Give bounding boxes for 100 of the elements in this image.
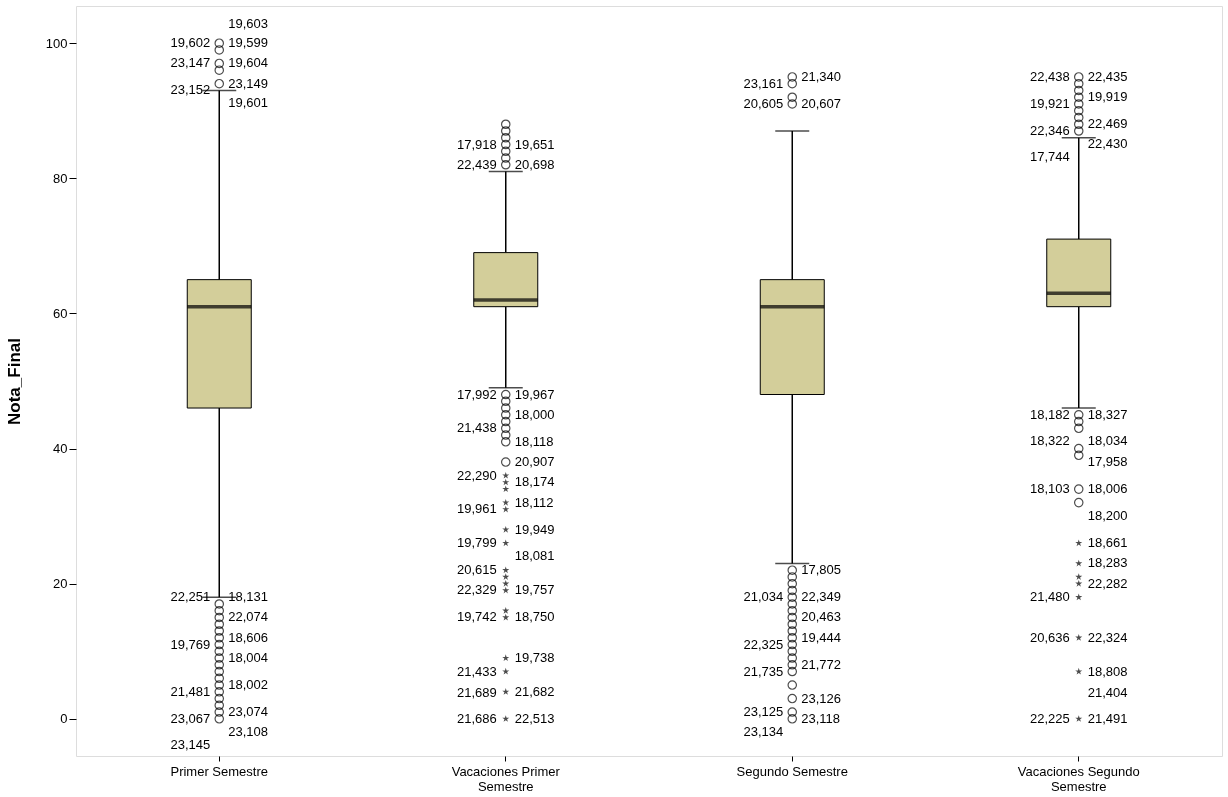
annotation: 18,081 (514, 548, 555, 564)
annotation: 18,808 (1087, 663, 1128, 679)
annotation: 21,689 (456, 684, 497, 700)
annotation: 18,606 (228, 629, 269, 645)
x-tick-label: Segundo Semestre (736, 763, 848, 779)
annotation: 19,769 (170, 636, 211, 652)
annotation: 21,433 (456, 663, 497, 679)
annotation: 22,439 (456, 156, 497, 172)
annotation: 22,469 (1087, 115, 1128, 131)
y-tick-label: 80 (53, 170, 68, 186)
annotation: 18,034 (1087, 433, 1128, 449)
annotation: 23,126 (801, 690, 842, 706)
y-tick-label: 100 (45, 35, 68, 51)
annotation: 22,513 (514, 710, 555, 726)
annotation: 22,074 (228, 609, 269, 625)
annotation: 19,799 (456, 535, 497, 551)
annotation: 23,118 (801, 710, 841, 726)
annotation: 21,438 (456, 420, 497, 436)
annotation: 18,322 (1029, 433, 1070, 449)
annotation: 23,125 (743, 704, 784, 720)
annotation: 17,805 (801, 562, 842, 578)
annotation: 19,738 (514, 650, 555, 666)
annotation: 19,651 (514, 136, 555, 152)
annotation: 19,602 (170, 35, 211, 51)
annotation: 21,034 (743, 589, 784, 605)
y-tick-label: 40 (53, 441, 68, 457)
y-tick-label: 20 (53, 576, 68, 592)
annotation: 19,961 (456, 501, 497, 517)
x-tick-label: Primer Semestre (170, 763, 269, 779)
annotation: 20,636 (1029, 629, 1070, 645)
annotation: 21,772 (801, 656, 842, 672)
annotation: 22,324 (1087, 629, 1128, 645)
x-tick-label: Vacaciones Segundo Semestre (1017, 763, 1140, 794)
annotation: 21,735 (743, 663, 784, 679)
annotation: 23,145 (170, 736, 211, 752)
annotation: 18,002 (228, 677, 269, 693)
annotation: 18,327 (1087, 406, 1128, 422)
annotation: 21,686 (456, 710, 497, 726)
annotation: 23,074 (228, 703, 269, 719)
annotation: 23,067 (170, 710, 211, 726)
annotation: 18,750 (514, 609, 555, 625)
x-tick-label: Vacaciones Primer Semestre (451, 763, 561, 794)
annotation: 23,108 (228, 723, 269, 739)
annotation: 20,605 (743, 95, 784, 111)
annotation: 18,004 (228, 650, 269, 666)
annotation: 23,152 (170, 82, 211, 98)
annotation: 22,435 (1087, 68, 1128, 84)
annotation: 22,438 (1029, 68, 1070, 84)
annotation: 17,744 (1029, 149, 1070, 164)
annotation: 22,225 (1029, 710, 1070, 726)
annotation: 18,118 (514, 433, 554, 449)
annotation: 19,967 (514, 386, 555, 402)
annotation: 20,907 (514, 454, 555, 470)
annotation: 18,174 (514, 474, 555, 490)
y-tick-label: 60 (53, 305, 68, 321)
annotation: 21,404 (1087, 684, 1128, 700)
annotation: 21,491 (1087, 710, 1128, 726)
annotation: 18,006 (1087, 481, 1128, 497)
annotation: 21,340 (801, 68, 842, 84)
annotation: 19,604 (228, 54, 269, 70)
annotation: 18,112 (514, 494, 554, 510)
annotation: 23,149 (228, 75, 269, 91)
y-axis-title: Nota_Final (4, 338, 24, 425)
annotation: 21,682 (514, 683, 555, 699)
annotation: 22,251 (170, 589, 211, 605)
annotation: 19,742 (456, 609, 497, 625)
annotation: 18,131 (228, 589, 269, 605)
annotation: 22,349 (801, 589, 842, 605)
annotation: 22,346 (1029, 123, 1070, 138)
annotation: 20,615 (456, 562, 497, 578)
annotation: 19,599 (228, 35, 269, 51)
annotation: 22,282 (1087, 575, 1128, 591)
annotation: 19,949 (514, 521, 555, 537)
y-tick-label: 0 (60, 711, 68, 727)
annotation: 19,921 (1029, 95, 1070, 111)
annotation: 18,103 (1029, 481, 1070, 497)
annotation: 22,430 (1087, 136, 1128, 151)
annotation: 20,607 (801, 95, 842, 111)
annotation: 19,601 (228, 95, 269, 111)
annotation: 18,000 (514, 406, 555, 422)
annotation: 17,958 (1087, 453, 1128, 469)
annotation: 18,283 (1087, 555, 1128, 571)
annotation: 17,918 (456, 136, 497, 152)
annotation: 23,147 (170, 55, 211, 71)
annotation: 20,698 (514, 156, 555, 172)
annotation: 23,161 (743, 75, 784, 91)
annotation: 17,992 (456, 386, 497, 402)
annotation: 22,325 (743, 636, 784, 652)
annotation: 19,444 (801, 629, 842, 645)
annotation: 19,919 (1087, 89, 1128, 105)
annotation: 21,480 (1029, 589, 1070, 605)
annotation: 18,182 (1029, 406, 1070, 422)
annotation: 18,661 (1087, 535, 1128, 551)
annotation: 19,603 (228, 15, 269, 31)
annotation: 20,463 (801, 609, 842, 625)
annotation: 19,757 (514, 582, 555, 598)
annotation: 21,481 (170, 683, 211, 699)
annotation: 22,290 (456, 467, 497, 483)
annotation: 23,134 (743, 723, 784, 739)
annotation: 18,200 (1087, 507, 1128, 523)
